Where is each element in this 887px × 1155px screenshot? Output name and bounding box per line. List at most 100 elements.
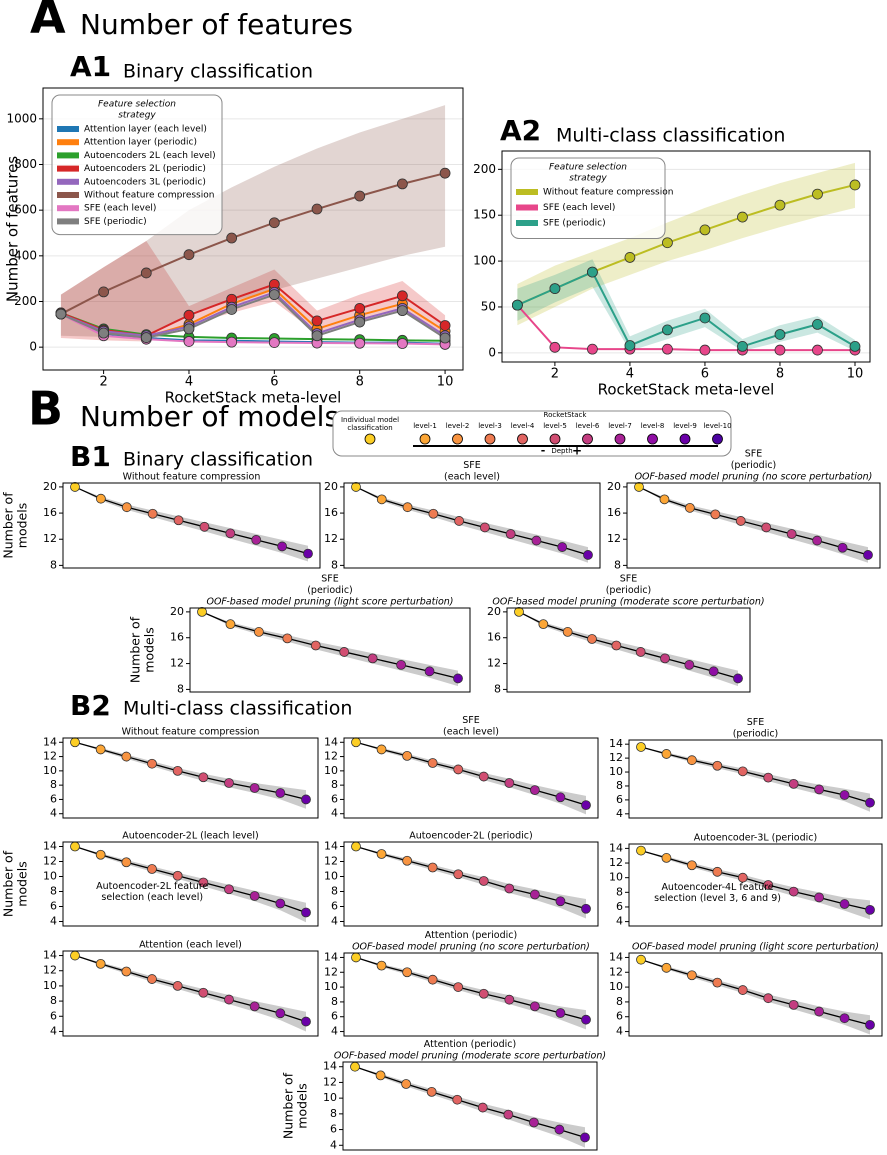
marker xyxy=(583,550,593,560)
marker xyxy=(554,1124,565,1135)
legend-swatch xyxy=(57,152,79,159)
y-tick-label: 12 xyxy=(323,1075,337,1088)
y-tick-label: 8 xyxy=(330,1107,337,1120)
line xyxy=(60,291,446,337)
chart-title: Attention (periodic) xyxy=(425,930,517,941)
plot-frame xyxy=(626,482,881,569)
marker xyxy=(686,755,697,766)
marker xyxy=(712,977,723,988)
marker xyxy=(555,896,566,907)
marker xyxy=(549,341,561,353)
y-tick-label: 12 xyxy=(487,657,501,670)
marker xyxy=(479,522,490,533)
legend-label: Individual model xyxy=(341,416,399,424)
legend-box xyxy=(510,157,666,239)
marker xyxy=(636,954,646,965)
legend-swatch xyxy=(57,126,79,132)
y-tick-label: 600 xyxy=(14,203,37,217)
x-tick-label: 6 xyxy=(701,367,709,382)
y-tick-label: 12 xyxy=(324,750,338,763)
marker xyxy=(814,784,825,795)
line xyxy=(74,486,309,555)
marker xyxy=(737,766,748,777)
marker xyxy=(812,344,823,356)
y-tick-label: 12 xyxy=(43,750,57,763)
y-tick-label: 16 xyxy=(43,506,57,519)
x-tick-label: 2 xyxy=(99,375,107,390)
y-tick-label: 16 xyxy=(487,631,501,644)
marker xyxy=(351,482,361,492)
band xyxy=(356,957,586,1030)
marker xyxy=(763,880,774,890)
band xyxy=(641,850,870,920)
legend-swatch xyxy=(516,204,538,211)
panel-letter: A1 xyxy=(70,50,111,83)
annotation: Autoencoder-4L feature xyxy=(661,882,773,893)
marker xyxy=(699,312,711,324)
marker xyxy=(712,760,723,771)
line xyxy=(355,486,589,556)
panel-letter: B xyxy=(28,382,63,436)
plot-frame xyxy=(506,607,751,693)
y-tick-label: 6 xyxy=(330,1123,337,1136)
panel-letter: B1 xyxy=(70,440,111,473)
plot-frame xyxy=(343,482,601,569)
legend-label: level-10 xyxy=(703,422,731,430)
y-tick-label: 100 xyxy=(473,254,496,268)
y-tick-label: 14 xyxy=(609,841,623,854)
y-tick-label: 200 xyxy=(473,162,496,176)
marker xyxy=(121,857,132,868)
y-tick-label: 4 xyxy=(50,1024,57,1037)
legend-label: Autoencoders 2L (periodic) xyxy=(84,164,206,174)
y-tick-label: 10 xyxy=(324,764,338,777)
line xyxy=(60,293,446,339)
y-tick-label: 4 xyxy=(330,1138,337,1151)
y-tick-label: 14 xyxy=(43,735,57,748)
marker xyxy=(812,188,823,200)
marker xyxy=(396,290,408,302)
marker xyxy=(402,967,413,978)
legend-swatch xyxy=(57,192,79,198)
marker xyxy=(251,534,262,545)
legend-label: level-2 xyxy=(446,422,470,430)
line xyxy=(516,304,855,352)
marker xyxy=(354,337,366,349)
marker xyxy=(737,341,748,352)
marker xyxy=(580,1132,590,1143)
line xyxy=(516,270,856,348)
legend-label: level-3 xyxy=(478,422,502,430)
marker xyxy=(529,889,540,900)
marker xyxy=(699,224,711,236)
marker xyxy=(351,952,361,963)
marker xyxy=(375,1070,386,1081)
chart-title: (each level) xyxy=(443,727,499,738)
marker xyxy=(147,864,157,874)
marker xyxy=(225,528,236,539)
legend-label: Without feature compression xyxy=(543,188,673,198)
plot-frame xyxy=(628,952,883,1037)
marker xyxy=(147,508,158,519)
chart-subtitle: OOF-based model pruning (moderate score … xyxy=(492,597,764,608)
chart-subtitle: OOF-based model pruning (no score pertur… xyxy=(635,472,873,483)
legend-title: Feature selection xyxy=(98,100,176,110)
chart-title: (periodic) xyxy=(733,729,779,740)
panel-letter: A xyxy=(30,0,66,44)
legend-swatch xyxy=(614,433,626,445)
y-tick-label: 8 xyxy=(50,994,57,1007)
y-tick-label: 8 xyxy=(50,885,57,898)
chart-title: (each level) xyxy=(444,472,500,483)
y-tick-label: 10 xyxy=(323,1091,337,1104)
legend-label: Attention layer (periodic) xyxy=(84,138,197,148)
chart-title: Attention (each level) xyxy=(139,940,242,951)
marker xyxy=(354,316,366,328)
y-tick-label: 20 xyxy=(324,480,338,493)
y-tick-label: 14 xyxy=(43,840,57,853)
marker xyxy=(224,778,234,788)
marker xyxy=(439,332,451,344)
marker xyxy=(253,627,264,637)
y-tick-label: 10 xyxy=(609,765,623,778)
marker xyxy=(95,849,106,860)
y-tick-label: 6 xyxy=(50,900,57,913)
y-tick-label: 20 xyxy=(43,480,57,493)
marker xyxy=(351,737,361,748)
